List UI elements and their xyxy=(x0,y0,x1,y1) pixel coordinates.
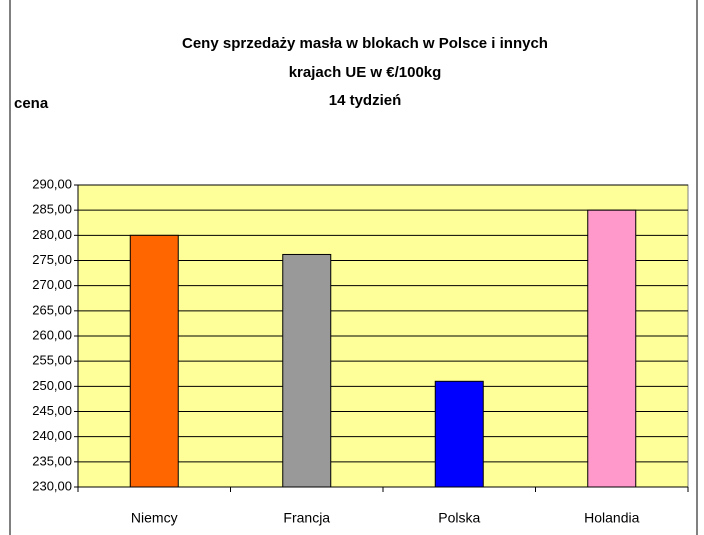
y-tick-label: 250,00 xyxy=(32,378,72,393)
y-axis-label: cena xyxy=(14,95,49,112)
y-tick-label: 275,00 xyxy=(32,252,72,267)
y-tick-label: 270,00 xyxy=(32,277,72,292)
y-tick-label: 265,00 xyxy=(32,302,72,317)
bar xyxy=(587,209,637,488)
x-tick-label: Holandia xyxy=(584,510,639,526)
x-tick-label: Niemcy xyxy=(131,510,178,526)
y-tick-label: 245,00 xyxy=(32,403,72,418)
y-tick-label: 235,00 xyxy=(32,453,72,468)
y-tick-label: 230,00 xyxy=(32,478,72,493)
chart-title: krajach UE w €/100kg xyxy=(289,64,442,81)
y-tick-label: 280,00 xyxy=(32,227,72,242)
bar xyxy=(129,234,179,488)
x-tick-label: Francja xyxy=(283,510,330,526)
y-tick-label: 260,00 xyxy=(32,327,72,342)
bar xyxy=(434,380,484,488)
bar xyxy=(282,253,332,488)
y-tick-label: 255,00 xyxy=(32,353,72,368)
y-tick-label: 290,00 xyxy=(32,176,72,191)
y-tick-label: 285,00 xyxy=(32,202,72,217)
x-tick-label: Polska xyxy=(438,510,480,526)
y-tick-label: 240,00 xyxy=(32,428,72,443)
chart-title: Ceny sprzedaży masła w blokach w Polsce … xyxy=(182,35,548,52)
chart-title: 14 tydzień xyxy=(329,92,402,109)
